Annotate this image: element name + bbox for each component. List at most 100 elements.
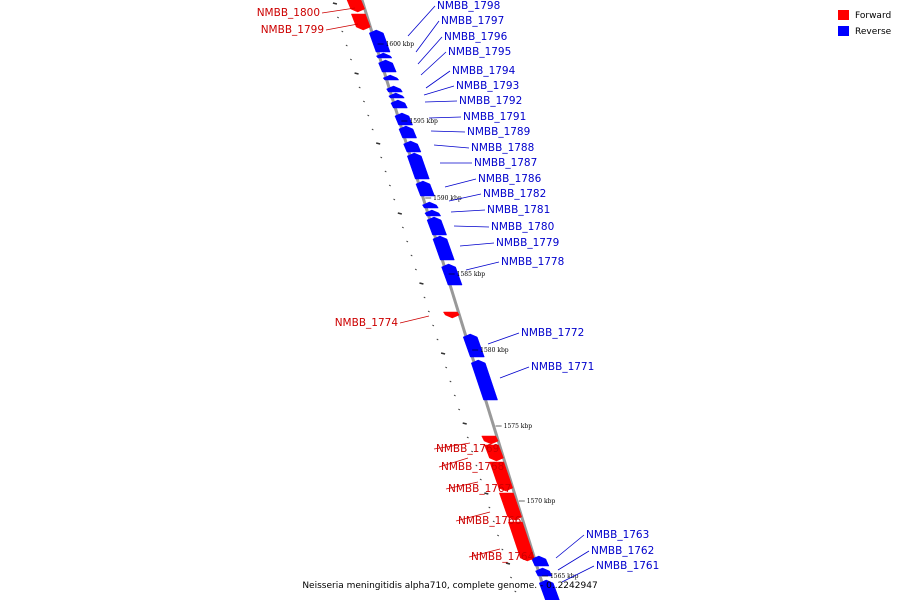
gene-feature[interactable] <box>390 99 408 109</box>
gene-label[interactable]: NMBB_1778 <box>501 256 564 268</box>
gene-leader-line <box>487 332 520 345</box>
position-dot <box>393 198 396 201</box>
position-dot <box>501 548 504 551</box>
gene-label[interactable]: NMBB_1772 <box>521 327 584 339</box>
gene-leader-line <box>448 193 482 202</box>
gene-label[interactable]: NMBB_1794 <box>452 65 516 77</box>
gene-feature[interactable] <box>406 152 430 180</box>
gene-feature[interactable] <box>489 461 514 492</box>
gene-leader-line <box>428 116 462 119</box>
gene-leader-line <box>459 242 495 247</box>
gene-leader-line <box>424 100 458 103</box>
gene-label[interactable]: NMBB_1787 <box>474 157 537 169</box>
gene-feature[interactable] <box>498 492 522 521</box>
gene-label[interactable]: NMBB_1786 <box>478 173 542 185</box>
position-dot <box>479 478 482 481</box>
gene-feature[interactable] <box>531 555 550 567</box>
position-dot-track <box>332 2 517 593</box>
position-dot <box>440 352 446 355</box>
gene-label[interactable]: NMBB_1763 <box>586 529 649 541</box>
gene-feature[interactable] <box>388 92 405 99</box>
gene-track <box>346 0 560 600</box>
gene-label[interactable]: NMBB_1762 <box>591 545 654 557</box>
gene-feature[interactable] <box>432 235 455 261</box>
position-dot <box>401 226 404 229</box>
gene-label[interactable]: NMBB_1766 <box>458 515 522 527</box>
gene-label[interactable]: NMBB_1779 <box>496 237 559 249</box>
legend-forward-swatch <box>838 10 849 20</box>
gene-label[interactable]: NMBB_1761 <box>596 560 659 572</box>
gene-leader-line <box>423 85 455 96</box>
position-dot <box>432 324 435 327</box>
gene-feature[interactable] <box>415 180 435 197</box>
gene-feature[interactable] <box>403 140 422 153</box>
gene-label[interactable]: NMBB_1791 <box>463 111 526 123</box>
gene-leader-line <box>433 144 470 149</box>
gene-leader-line <box>561 565 595 583</box>
gene-feature[interactable] <box>507 521 535 562</box>
gene-feature[interactable] <box>375 52 393 59</box>
gene-label[interactable]: NMBB_1769 <box>436 443 499 455</box>
gene-feature[interactable] <box>441 263 463 286</box>
gene-label[interactable]: NMBB_1798 <box>437 0 500 12</box>
gene-feature[interactable] <box>386 85 403 93</box>
gene-leader-line <box>499 366 530 379</box>
gene-label[interactable]: NMBB_1800 <box>257 7 320 19</box>
scale-tick-label: 1575 kbp <box>504 423 533 430</box>
position-dot <box>505 562 511 565</box>
position-dot <box>471 450 474 453</box>
gene-feature[interactable] <box>394 112 413 126</box>
position-dot <box>514 590 517 593</box>
position-dot <box>388 184 391 187</box>
gene-feature[interactable] <box>368 29 391 53</box>
gene-label[interactable]: NMBB_1782 <box>483 188 546 200</box>
gene-feature[interactable] <box>422 201 439 209</box>
gene-feature[interactable] <box>378 59 397 73</box>
position-dot <box>462 422 467 425</box>
gene-leader-line <box>455 511 491 522</box>
gene-feature[interactable] <box>346 0 366 13</box>
gene-leader-line <box>444 178 477 188</box>
scale-tick-label: 1565 kbp <box>550 573 579 580</box>
gene-label[interactable]: NMBB_1795 <box>448 46 511 58</box>
position-dot <box>510 576 513 579</box>
gene-feature[interactable] <box>538 579 560 600</box>
position-dot <box>384 170 387 173</box>
gene-label[interactable]: NMBB_1781 <box>487 204 550 216</box>
gene-feature[interactable] <box>470 359 498 401</box>
position-dot <box>449 380 452 383</box>
gene-label[interactable]: NMBB_1799 <box>261 24 324 36</box>
gene-label[interactable]: NMBB_1768 <box>441 461 504 473</box>
gene-feature[interactable] <box>462 333 485 358</box>
gene-feature[interactable] <box>424 209 442 217</box>
gene-label[interactable]: NMBB_1797 <box>441 15 504 27</box>
gene-label[interactable]: NMBB_1789 <box>467 126 530 138</box>
gene-label[interactable]: NMBB_1764 <box>471 551 535 563</box>
gene-label[interactable]: NMBB_1774 <box>335 317 399 329</box>
scale-tick-label: 1595 kbp <box>409 118 438 125</box>
position-dot <box>453 394 456 397</box>
gene-leader-line <box>415 20 440 53</box>
position-dot <box>358 86 361 89</box>
gene-feature[interactable] <box>426 216 447 236</box>
gene-feature[interactable] <box>484 444 504 462</box>
gene-label[interactable]: NMBB_1796 <box>444 31 508 43</box>
gene-feature[interactable] <box>442 311 460 319</box>
gene-leader-line <box>417 36 443 65</box>
legend-forward-label: Forward <box>855 11 891 21</box>
gene-label[interactable]: NMBB_1788 <box>471 142 534 154</box>
gene-label[interactable]: NMBB_1767 <box>448 483 511 495</box>
gene-label[interactable]: NMBB_1792 <box>459 95 522 107</box>
gene-label[interactable]: NMBB_1780 <box>491 221 554 233</box>
gene-label[interactable]: NMBB_1793 <box>456 80 519 92</box>
gene-leader-line <box>325 23 359 31</box>
gene-feature[interactable] <box>481 435 499 445</box>
position-dot <box>345 44 348 47</box>
gene-feature[interactable] <box>398 125 418 139</box>
position-dot <box>406 240 409 243</box>
gene-leader-line <box>433 442 471 450</box>
gene-feature[interactable] <box>535 567 553 577</box>
gene-label[interactable]: NMBB_1771 <box>531 361 594 373</box>
gene-feature[interactable] <box>382 74 400 81</box>
